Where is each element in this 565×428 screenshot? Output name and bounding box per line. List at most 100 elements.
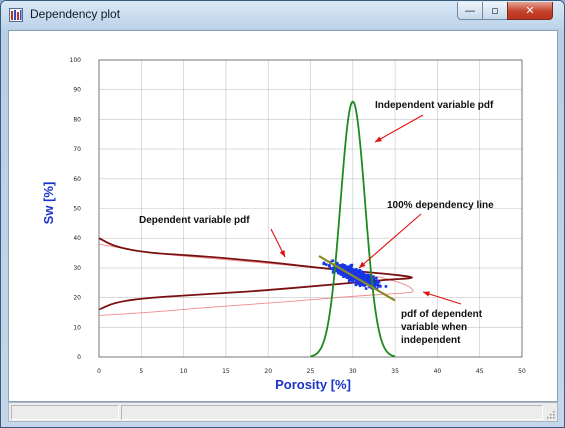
sample-point [346, 266, 350, 269]
sample-point [375, 280, 379, 284]
y-tick-label: 10 [73, 324, 81, 331]
sample-point [360, 278, 363, 281]
sample-point [371, 280, 375, 283]
sample-point [348, 278, 352, 281]
arrow-dependency-line-head [359, 261, 366, 268]
sample-point [358, 284, 362, 288]
y-tick-label: 20 [73, 295, 81, 302]
sample-point [372, 281, 376, 285]
plot-area: 0 5 10 15 20 25 30 35 40 45 50 0 10 20 30 40 50 60 70 80 90… [8, 30, 558, 402]
maximize-icon: ▫ [491, 4, 499, 17]
y-tick-label: 30 [73, 265, 81, 272]
x-tick-label: 15 [222, 368, 230, 375]
chart-series [98, 100, 414, 358]
sample-point [349, 274, 353, 278]
status-pane-left [11, 405, 119, 420]
sample-point [362, 277, 366, 280]
sample-point [324, 263, 328, 266]
x-axis-title: Porosity [%] [275, 377, 351, 392]
resize-grip-icon[interactable] [545, 409, 555, 419]
minimize-icon: — [464, 4, 476, 17]
sample-point [361, 282, 365, 285]
annotation-arrows [270, 114, 462, 305]
sample-point [365, 277, 369, 280]
sample-point [373, 285, 376, 288]
annotation-independent-line-1: pdf of dependent [401, 309, 483, 320]
sample-point [354, 283, 358, 287]
sample-point [354, 268, 358, 271]
series-pdf-when-independent [98, 243, 414, 316]
sample-point [377, 280, 381, 284]
y-tick-label: 100 [70, 57, 82, 64]
x-tick-label: 10 [180, 368, 188, 375]
sample-point [357, 274, 360, 278]
x-tick-label: 50 [518, 368, 526, 375]
sample-point [322, 262, 326, 266]
close-button[interactable]: ✕ [507, 2, 553, 20]
sample-point [358, 268, 362, 272]
sample-point [372, 277, 376, 281]
y-tick-label: 0 [77, 354, 81, 361]
dependency-chart: 0 5 10 15 20 25 30 35 40 45 50 0 10 20 30 40 50 60 70 80 90… [41, 57, 526, 392]
arrow-dependency-line [358, 213, 422, 269]
title-bar[interactable]: Dependency plot — ▫ ✕ [1, 1, 564, 29]
maximize-button[interactable]: ▫ [482, 2, 508, 20]
arrow-when-independent [422, 291, 462, 305]
sample-point [343, 264, 347, 268]
sample-point [368, 285, 371, 289]
sample-point [358, 280, 362, 283]
sample-point [334, 269, 338, 273]
arrow-when-independent-head [423, 291, 430, 297]
x-tick-labels: 0 5 10 15 20 25 30 35 40 45 50 [97, 368, 526, 375]
sample-point [331, 267, 335, 270]
x-tick-label: 25 [307, 368, 315, 375]
x-tick-label: 35 [391, 368, 399, 375]
close-icon: ✕ [525, 4, 535, 17]
window-title: Dependency plot [30, 7, 121, 21]
y-tick-label: 80 [73, 116, 81, 123]
sample-point [364, 287, 368, 290]
sample-point [360, 273, 364, 276]
sample-point [350, 269, 354, 273]
sample-point [350, 263, 354, 267]
sample-point [335, 261, 339, 265]
series-independent-pdf [310, 100, 396, 358]
sample-point [363, 283, 367, 287]
sample-point [377, 285, 380, 288]
sample-point [358, 276, 361, 279]
app-icon [9, 8, 23, 22]
sample-point [363, 279, 366, 282]
sample-point [351, 268, 355, 272]
sample-point [335, 268, 338, 271]
x-tick-label: 20 [264, 368, 272, 375]
sample-point [375, 277, 378, 280]
sample-point [348, 266, 352, 269]
sample-point [338, 269, 342, 273]
sample-point [349, 267, 353, 271]
series-dependent-pdf [98, 237, 413, 311]
sample-point [347, 279, 351, 283]
minimize-button[interactable]: — [457, 2, 483, 20]
sample-point [364, 275, 367, 278]
annotation-independent-pdf: Independent variable pdf [375, 100, 494, 111]
sample-point [339, 264, 342, 267]
sample-point [354, 270, 358, 274]
annotation-independent-line-2: variable when [401, 322, 467, 333]
arrow-dependent-pdf-head [279, 250, 285, 257]
sample-point [342, 275, 345, 278]
y-tick-label: 90 [73, 87, 81, 94]
sample-point [335, 266, 339, 270]
sample-point [346, 276, 350, 279]
sample-point [360, 274, 363, 278]
x-tick-label: 45 [476, 368, 484, 375]
y-tick-label: 60 [73, 176, 81, 183]
sample-point [367, 282, 371, 285]
annotation-dependent-pdf: Dependent variable pdf [139, 215, 250, 226]
x-tick-label: 5 [139, 368, 143, 375]
x-tick-label: 40 [434, 368, 442, 375]
plot-frame [98, 59, 523, 358]
x-tick-label: 30 [349, 368, 357, 375]
sample-point [357, 281, 360, 285]
x-tick-label: 0 [97, 368, 101, 375]
sample-point [342, 266, 346, 270]
